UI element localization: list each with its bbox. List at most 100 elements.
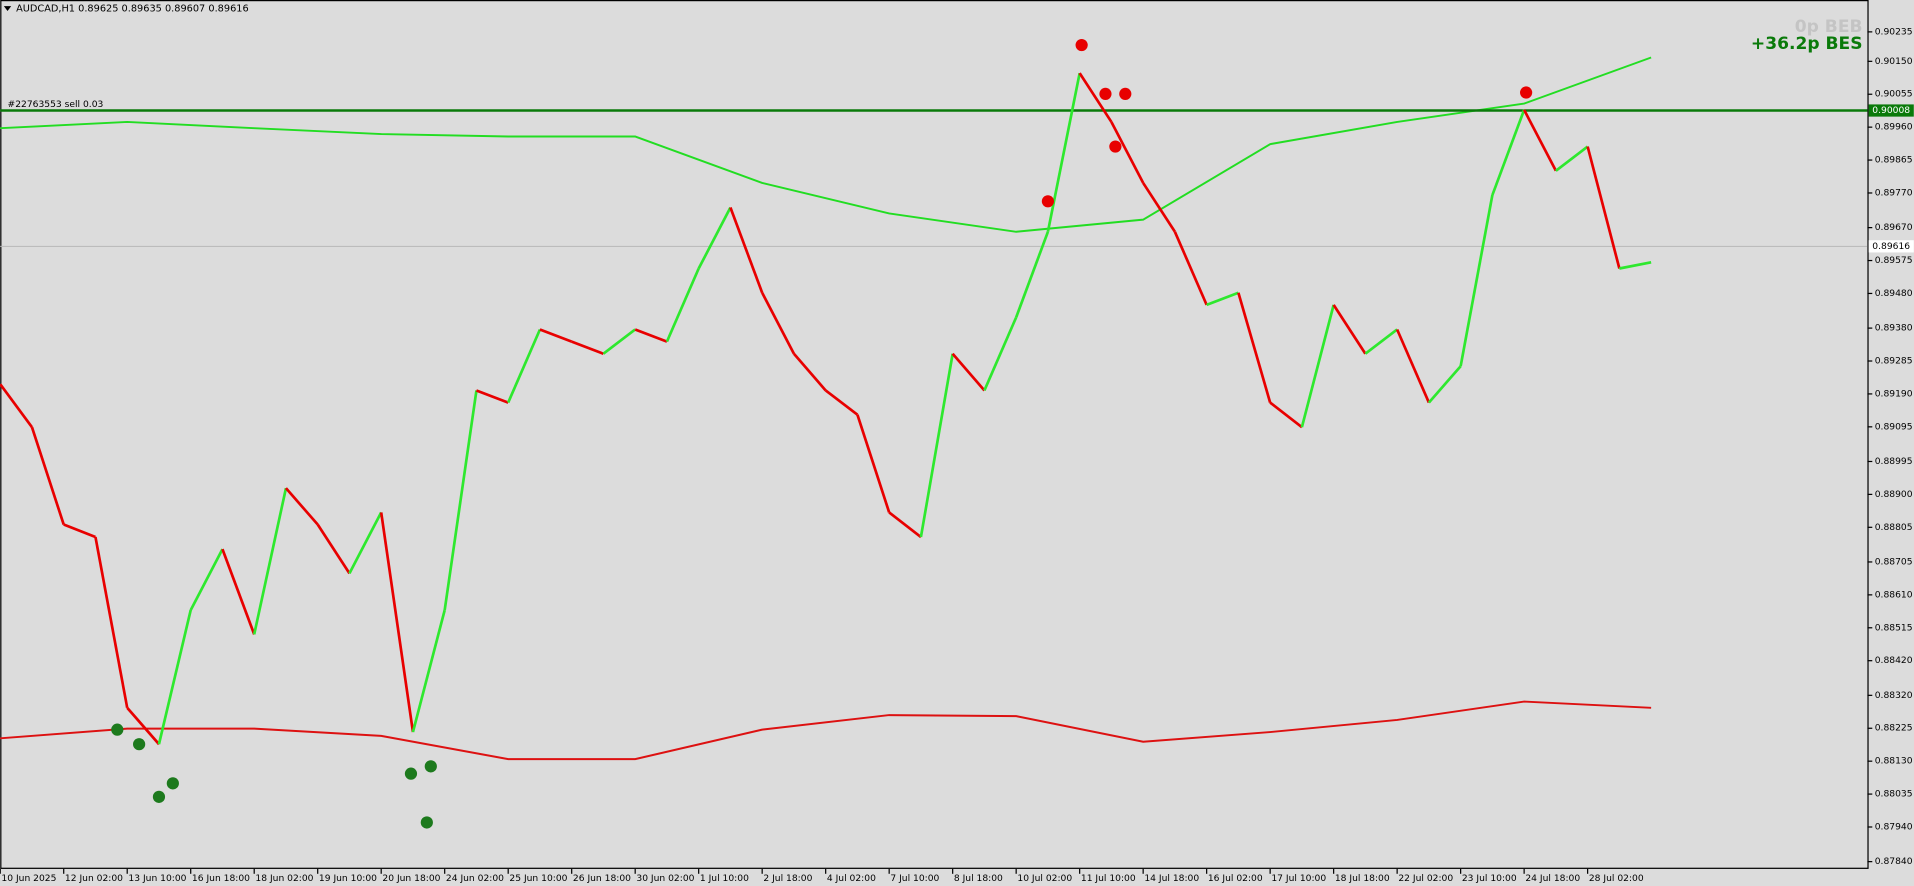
x-tick-label: 14 Jul 18:00 (1144, 874, 1199, 884)
price-segment (284, 487, 319, 526)
band-line (0, 700, 1652, 761)
signal-dot (1520, 86, 1533, 99)
signal-dot (1109, 140, 1122, 153)
price-segment (126, 706, 160, 746)
y-tick-label: 0.87840 (1875, 857, 1913, 867)
price-segment (94, 536, 129, 709)
price-segment (1332, 304, 1367, 355)
y-tick-label: 0.88610 (1875, 590, 1913, 600)
price-segment (506, 328, 542, 404)
y-tick-label: 0.88420 (1875, 656, 1913, 666)
current-price-label: 0.89616 (1872, 242, 1910, 252)
price-segment (824, 389, 859, 416)
plot-frame (0, 0, 1869, 869)
y-tick-label: 0.88130 (1875, 757, 1913, 767)
price-segment (252, 487, 288, 635)
y-tick-label: 0.90235 (1875, 27, 1913, 37)
y-tick-label: 0.87940 (1875, 822, 1913, 832)
price-segment (443, 390, 478, 611)
y-tick-label: 0.88705 (1875, 557, 1913, 567)
x-tick-label: 16 Jul 02:00 (1208, 874, 1263, 884)
signal-dot (111, 723, 124, 736)
price-segment (316, 523, 351, 575)
price-segment (1206, 291, 1239, 307)
signal-dot (420, 816, 433, 829)
signal-dot (404, 767, 418, 780)
x-tick-label: 10 Jun 2025 (1, 874, 56, 884)
x-tick-label: 1 Jul 10:00 (700, 874, 749, 884)
price-segment (1395, 328, 1431, 404)
y-tick-label: 0.88995 (1875, 457, 1913, 467)
x-tick-label: 2 Jul 18:00 (763, 874, 812, 884)
price-segment (30, 426, 65, 525)
y-tick-label: 0.89285 (1875, 357, 1913, 367)
x-tick-label: 18 Jul 18:00 (1335, 874, 1390, 884)
price-segment (983, 316, 1018, 391)
order-label: #22763553 sell 0.03 (8, 100, 104, 110)
price-segment (1586, 146, 1621, 269)
y-tick-label: 0.89670 (1875, 223, 1913, 233)
x-tick-label: 11 Jul 10:00 (1081, 874, 1136, 884)
x-tick-label: 19 Jun 10:00 (319, 874, 377, 884)
price-segment (475, 389, 509, 404)
price-segment (1300, 304, 1335, 428)
signal-dot (152, 790, 166, 803)
price-segment (379, 512, 415, 733)
x-tick-label: 13 Jun 10:00 (128, 874, 186, 884)
signal-dot (1075, 38, 1088, 52)
current-price-box (1868, 240, 1914, 253)
price-segment (63, 523, 96, 539)
price-segment (189, 548, 224, 611)
price-segment (1078, 72, 1113, 123)
y-tick-label: 0.88805 (1875, 523, 1913, 533)
price-segment (0, 383, 34, 428)
y-tick-label: 0.89865 (1875, 156, 1913, 166)
x-tick-label: 4 Jul 02:00 (827, 874, 876, 884)
price-segment (1427, 365, 1462, 404)
y-tick-label: 0.88225 (1875, 724, 1913, 734)
x-tick-label: 8 Jul 18:00 (954, 874, 1003, 884)
price-segment (1110, 121, 1145, 184)
y-tick-label: 0.89380 (1875, 324, 1913, 334)
price-segment (888, 511, 922, 539)
x-tick-label: 20 Jun 18:00 (382, 874, 440, 884)
price-segment (1269, 401, 1303, 429)
x-tick-label: 24 Jun 02:00 (446, 874, 504, 884)
x-tick-label: 24 Jul 18:00 (1525, 874, 1580, 884)
y-tick-label: 0.89575 (1875, 256, 1913, 266)
x-tick-label: 17 Jul 10:00 (1271, 874, 1326, 884)
chart-title: AUDCAD,H1 0.89625 0.89635 0.89607 0.8961… (16, 4, 249, 15)
y-tick-label: 0.90150 (1875, 57, 1913, 67)
price-segment (539, 328, 573, 343)
price-segment (1173, 231, 1208, 306)
order-price-label: 0.90008 (1872, 106, 1910, 116)
menu-arrow[interactable] (3, 6, 12, 11)
y-tick-label: 0.88515 (1875, 623, 1913, 633)
y-tick-label: 0.89480 (1875, 289, 1913, 299)
price-segment (571, 340, 604, 355)
price-segment (1555, 145, 1589, 172)
x-tick-label: 22 Jul 02:00 (1398, 874, 1453, 884)
price-segment (792, 352, 827, 392)
info-profit: +36.2p BES (1751, 34, 1863, 54)
price-segment (1491, 109, 1526, 196)
x-tick-label: 23 Jul 10:00 (1462, 874, 1517, 884)
signal-dot (424, 760, 437, 773)
y-tick-label: 0.90055 (1875, 90, 1913, 100)
price-segment (919, 353, 954, 538)
price-segment (1237, 292, 1272, 403)
price-segment (411, 609, 446, 733)
y-tick-label: 0.89095 (1875, 422, 1913, 432)
price-segment (634, 328, 668, 343)
x-tick-label: 12 Jun 02:00 (65, 874, 123, 884)
y-tick-label: 0.89190 (1875, 389, 1913, 399)
price-segment (729, 207, 764, 294)
y-tick-label: 0.88035 (1875, 790, 1913, 800)
y-tick-label: 0.88900 (1875, 490, 1913, 500)
price-segment (665, 267, 700, 343)
price-segment (1459, 194, 1494, 367)
y-tick-label: 0.89960 (1875, 123, 1913, 133)
